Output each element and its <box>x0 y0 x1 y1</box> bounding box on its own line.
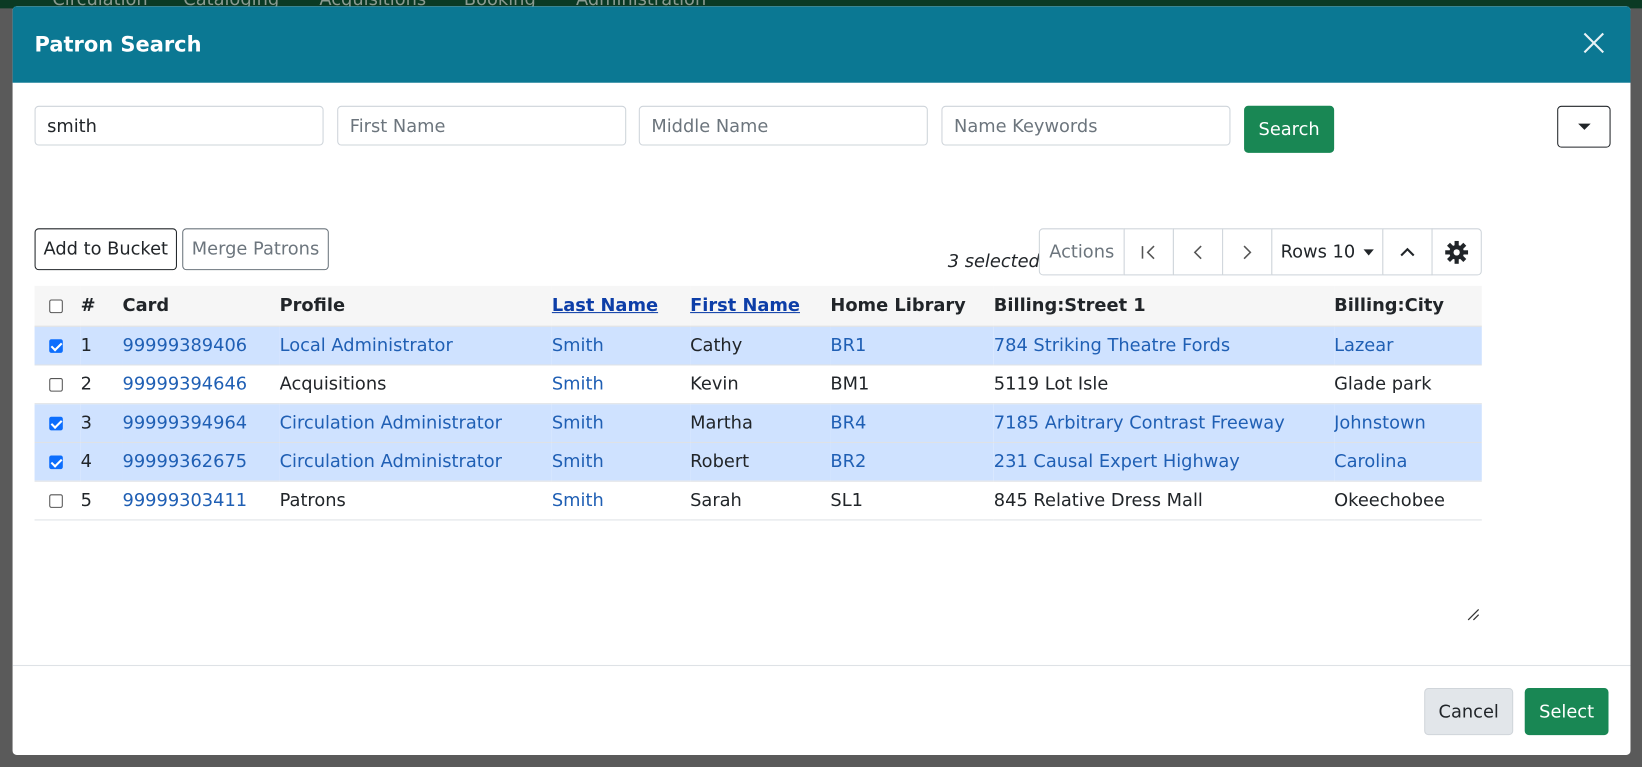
table-cell: Okeechobee <box>1334 481 1482 521</box>
table-row[interactable]: 2 99999394646 Acquisitions Smith Kevin BM1 511… <box>34 364 1482 405</box>
row-checkbox[interactable] <box>49 455 63 469</box>
table-cell: Sarah <box>690 481 831 521</box>
search-button[interactable]: Search <box>1244 105 1335 153</box>
table-cell: Martha <box>690 403 831 443</box>
modal-footer <box>12 664 1631 667</box>
modal-header: Patron Search <box>12 6 1631 83</box>
select-button[interactable]: Select <box>1524 688 1609 736</box>
row-checkbox-cell[interactable] <box>34 481 81 521</box>
first-page-button[interactable] <box>1123 228 1174 276</box>
nav-item[interactable]: Cataloging <box>183 0 279 8</box>
collapse-button[interactable] <box>1382 228 1433 276</box>
modal-title: Patron Search <box>34 31 202 57</box>
modal: Patron Search smith First Name Middle Na… <box>12 6 1631 756</box>
table-cell: Patrons <box>279 481 552 521</box>
table-cell: BR2 <box>830 442 994 482</box>
nav-item[interactable]: Administration <box>576 0 706 8</box>
table-cell[interactable]: Smith <box>551 481 691 521</box>
table-cell: 3 <box>80 403 123 443</box>
resize-handle[interactable] <box>1466 607 1481 622</box>
table-cell: Circulation Administrator <box>279 403 552 443</box>
column-header: Card <box>122 285 280 327</box>
table-cell: Acquisitions <box>279 364 552 405</box>
table-cell[interactable]: 99999389406 <box>122 326 280 366</box>
next-page-button[interactable] <box>1222 228 1273 276</box>
settings-button[interactable] <box>1431 228 1482 276</box>
table-cell: Kevin <box>690 364 831 405</box>
column-header[interactable]: Last Name <box>551 285 691 327</box>
table-cell: 231 Causal Expert Highway <box>993 442 1335 482</box>
row-checkbox-cell[interactable] <box>34 442 81 482</box>
table-cell: Johnstown <box>1334 403 1482 443</box>
table-cell[interactable]: 99999394964 <box>122 403 280 443</box>
table-cell: 7185 Arbitrary Contrast Freeway <box>993 403 1335 443</box>
row-checkbox[interactable] <box>49 416 63 430</box>
nav-item[interactable]: Booking <box>464 0 536 8</box>
table-cell[interactable]: 99999303411 <box>122 481 280 521</box>
table-cell: BR4 <box>830 403 994 443</box>
patron-table: # Card Profile Last Name First Name Home Libr… <box>34 285 1482 521</box>
select-all[interactable] <box>34 285 81 327</box>
dropdown-button[interactable] <box>1557 105 1611 148</box>
table-cell: 4 <box>80 442 123 482</box>
table-cell: Robert <box>690 442 831 482</box>
table-cell[interactable]: Smith <box>551 403 691 443</box>
column-header[interactable]: First Name <box>690 285 831 327</box>
table-cell: Local Administrator <box>279 326 552 366</box>
row-checkbox-cell[interactable] <box>34 403 81 443</box>
last-name-input[interactable]: smith <box>34 105 324 146</box>
middle-name-input[interactable]: Middle Name <box>638 105 928 146</box>
row-checkbox-cell[interactable] <box>34 364 81 405</box>
table-cell: 1 <box>80 326 123 366</box>
table-cell: 845 Relative Dress Mall <box>993 481 1335 521</box>
selected-count: 3 selected <box>947 251 1040 273</box>
table-cell: 784 Striking Theatre Fords <box>993 326 1335 366</box>
rows-label: Rows 10 <box>1280 241 1356 263</box>
table-cell: 5 <box>80 481 123 521</box>
row-checkbox[interactable] <box>49 377 63 392</box>
add-to-bucket-button[interactable]: Add to Bucket <box>34 228 177 271</box>
table-cell: 5119 Lot Isle <box>993 364 1335 405</box>
table-cell[interactable]: 99999394646 <box>122 364 280 405</box>
column-header: Billing:City <box>1334 285 1482 327</box>
table-cell: Glade park <box>1334 364 1482 405</box>
table-cell: Cathy <box>690 326 831 366</box>
table-row[interactable]: 3 99999394964 Circulation Administrator Smi… <box>34 403 1482 443</box>
table-cell: Lazear <box>1334 326 1482 366</box>
nav-item[interactable]: Acquisitions <box>319 0 426 8</box>
row-checkbox-cell[interactable] <box>34 326 81 366</box>
nav-bar: Circulation Cataloging Acquisitions Booking… <box>0 0 1642 9</box>
table-row[interactable]: 1 99999389406 Local Administrator Smith Cath… <box>34 326 1482 366</box>
keywords-input[interactable]: Name Keywords <box>941 105 1231 146</box>
close-button[interactable] <box>1578 27 1609 58</box>
header-row: # Card Profile Last Name First Name Home Libr… <box>34 285 1482 327</box>
prev-page-button[interactable] <box>1172 228 1224 276</box>
table-cell: BR1 <box>830 326 994 366</box>
table-row[interactable]: 5 99999303411 Patrons Smith Sarah SL1 845 Rela… <box>34 481 1482 521</box>
actions-button[interactable]: Actions <box>1038 228 1125 276</box>
row-checkbox[interactable] <box>49 338 63 353</box>
table-cell: Carolina <box>1334 442 1482 482</box>
cancel-button[interactable]: Cancel <box>1424 688 1514 736</box>
table-cell[interactable]: Smith <box>551 364 691 405</box>
first-name-input[interactable]: First Name <box>337 105 627 146</box>
table-cell: Circulation Administrator <box>279 442 552 482</box>
table-cell[interactable]: 99999362675 <box>122 442 280 482</box>
column-header: Billing:Street 1 <box>993 285 1335 327</box>
column-header: # <box>80 285 123 327</box>
rows-button[interactable]: Rows 10 <box>1271 228 1384 276</box>
column-header: Home Library <box>830 285 994 327</box>
table-row[interactable]: 4 99999362675 Circulation Administrator Smi… <box>34 442 1482 482</box>
table-cell[interactable]: Smith <box>551 442 691 482</box>
row-checkbox[interactable] <box>49 493 63 508</box>
nav-item[interactable]: Circulation <box>52 0 147 8</box>
table-cell: SL1 <box>830 481 994 521</box>
table-cell[interactable]: Smith <box>551 326 691 366</box>
merge-patrons-button[interactable]: Merge Patrons <box>182 228 329 271</box>
table-cell: BM1 <box>830 364 994 405</box>
table-cell: 2 <box>80 364 123 405</box>
column-header: Profile <box>279 285 552 327</box>
